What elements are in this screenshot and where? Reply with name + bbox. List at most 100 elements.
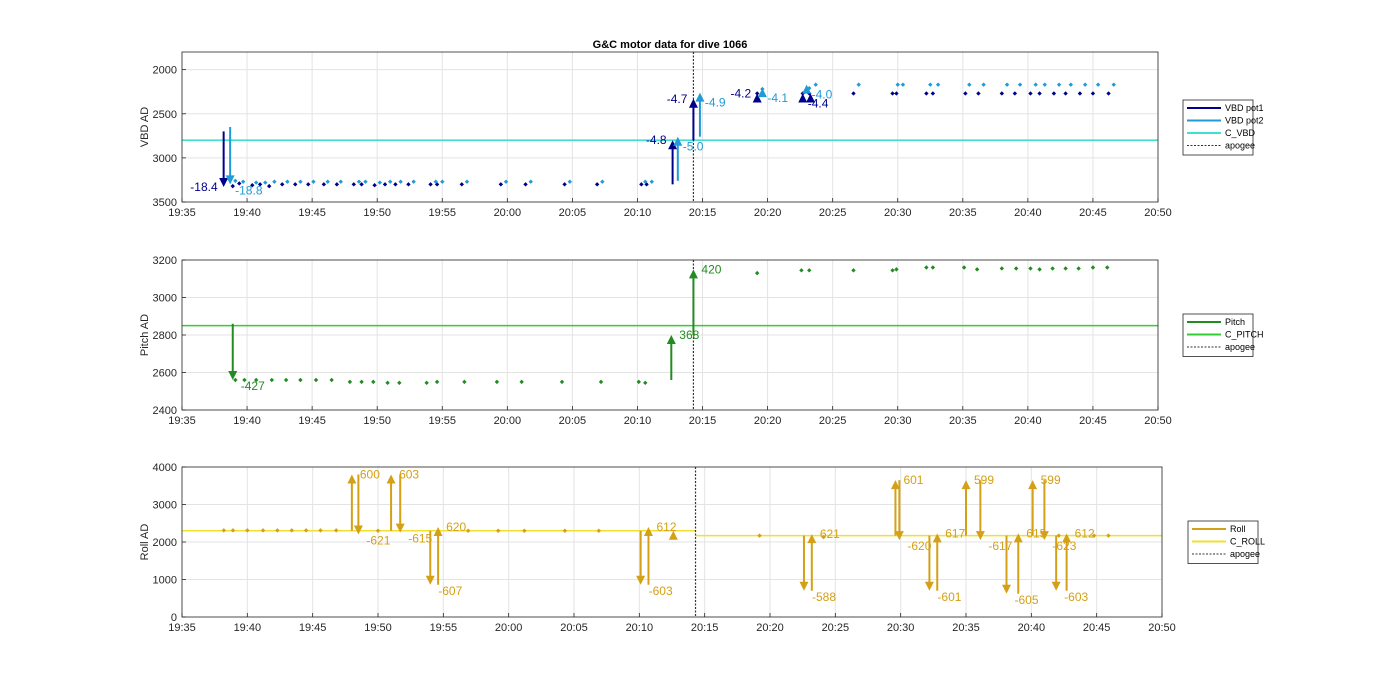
data-point [397, 380, 402, 386]
x-tick-label: 20:45 [1083, 622, 1111, 634]
data-point [851, 268, 856, 273]
data-point [1077, 91, 1083, 96]
move-label: -4.0 [812, 88, 833, 102]
data-point [293, 182, 298, 187]
data-point [598, 379, 604, 385]
data-point [562, 182, 567, 187]
move-arrowhead [688, 269, 698, 279]
move-arrowhead [1013, 533, 1023, 543]
move-label: 600 [360, 468, 380, 482]
x-tick-label: 20:00 [494, 415, 522, 427]
move-arrowhead [643, 527, 653, 536]
legend-label: apogee [1230, 549, 1260, 559]
data-point [494, 379, 500, 385]
move-label: -621 [366, 534, 390, 548]
data-point [433, 179, 438, 184]
move-arrowhead [1062, 533, 1072, 543]
move-arrowhead [636, 575, 646, 585]
data-point [644, 182, 649, 187]
move-label: 601 [903, 473, 923, 487]
axes-box [181, 51, 1159, 203]
move-arrowhead [890, 480, 900, 490]
data-point [311, 179, 316, 184]
data-point [263, 180, 268, 185]
data-point [1068, 82, 1074, 87]
move-label: -4.2 [731, 86, 752, 100]
move-label: 621 [820, 527, 840, 541]
x-tick-label: 20:05 [560, 622, 588, 634]
move-label: -4.1 [767, 91, 788, 105]
legend-label: VBD pot2 [1225, 116, 1264, 126]
data-point [333, 528, 339, 533]
data-point [813, 82, 818, 87]
data-point [976, 91, 981, 96]
data-point [459, 182, 464, 187]
data-point [1017, 82, 1023, 87]
x-tick-label: 19:40 [234, 622, 262, 634]
data-point [230, 528, 236, 533]
x-tick-label: 20:40 [1018, 622, 1046, 634]
move-label: 599 [1041, 473, 1061, 487]
move-label: 420 [701, 262, 721, 276]
x-tick-label: 20:35 [949, 415, 977, 427]
data-point [894, 91, 899, 96]
data-point [434, 379, 440, 385]
data-point [1037, 91, 1042, 96]
x-tick-label: 20:15 [689, 207, 717, 219]
move-label: -4.9 [705, 96, 726, 110]
x-tick-label: 20:50 [1144, 415, 1172, 427]
x-tick-label: 19:35 [168, 415, 196, 427]
x-tick-label: 19:45 [298, 415, 326, 427]
data-point [1012, 91, 1018, 96]
data-point [230, 183, 235, 189]
move-label: 612 [1075, 526, 1095, 540]
x-tick-label: 19:40 [233, 415, 261, 427]
x-tick-label: 20:15 [691, 622, 719, 634]
data-point [464, 179, 470, 184]
data-point [233, 377, 238, 383]
data-point [359, 379, 364, 385]
legend-label: VBD pot1 [1225, 103, 1264, 113]
data-point [967, 82, 972, 87]
move-label: -18.4 [190, 180, 218, 194]
data-point [522, 528, 527, 533]
data-point [600, 179, 605, 184]
data-point [428, 182, 433, 187]
move-arrowhead [806, 93, 816, 103]
x-tick-label: 20:30 [887, 622, 915, 634]
data-point [253, 180, 259, 185]
x-tick-label: 19:45 [299, 622, 327, 634]
data-point [895, 82, 900, 87]
move-label: -18.8 [235, 183, 263, 197]
data-point [313, 377, 319, 383]
data-point [398, 179, 403, 184]
data-point [242, 377, 247, 383]
y-tick-label: 4000 [153, 462, 177, 474]
data-point [496, 528, 501, 533]
x-tick-label: 20:50 [1144, 207, 1172, 219]
x-tick-label: 20:05 [559, 415, 587, 427]
move-arrowhead [961, 480, 971, 490]
move-label: -623 [1052, 539, 1076, 553]
move-label: -4.7 [667, 92, 688, 106]
x-tick-label: 20:15 [689, 415, 717, 427]
x-tick-label: 20:35 [949, 207, 977, 219]
y-tick-label: 3200 [153, 255, 177, 267]
data-point [347, 379, 353, 385]
panel-2: -427 368 420 19:35 19:40 19:45 19:50 19:55 20:00… [139, 255, 1264, 427]
data-point [285, 179, 290, 184]
data-point [981, 82, 986, 87]
x-tick-label: 20:10 [626, 622, 654, 634]
data-point [799, 268, 804, 273]
move-arrowhead [347, 474, 357, 484]
data-point [306, 182, 311, 187]
data-point [961, 265, 967, 270]
x-tick-label: 19:35 [168, 207, 196, 219]
data-point [298, 179, 303, 184]
data-point [375, 528, 381, 533]
data-point [240, 179, 246, 184]
x-tick-label: 20:25 [819, 415, 847, 427]
data-point [385, 380, 390, 386]
data-point [900, 82, 906, 87]
data-point [1106, 533, 1111, 538]
